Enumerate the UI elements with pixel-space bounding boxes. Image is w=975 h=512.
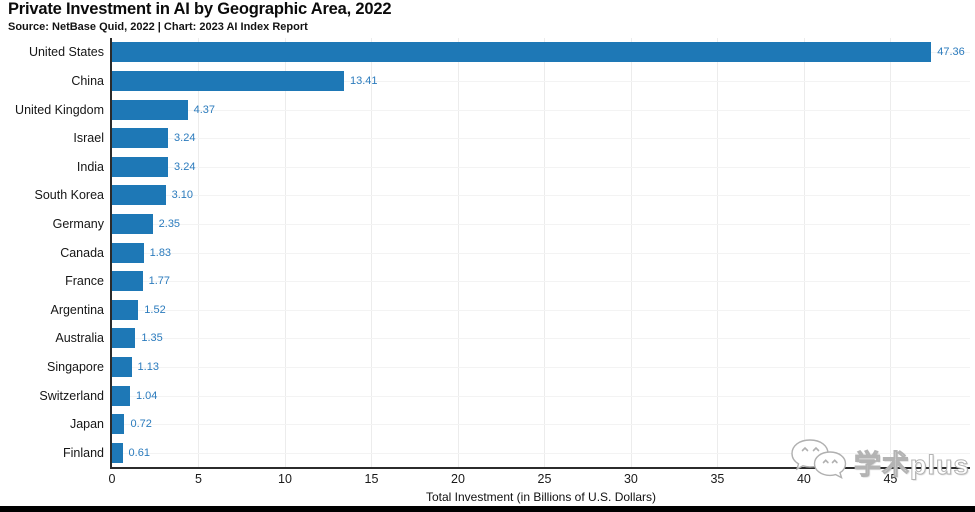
x-tick-label: 30 xyxy=(623,472,638,486)
horizontal-gridline xyxy=(112,252,970,254)
bar xyxy=(112,128,169,149)
horizontal-gridline xyxy=(112,338,970,340)
bar xyxy=(112,271,143,292)
bar xyxy=(112,213,153,234)
chart-source-caption: Source: NetBase Quid, 2022 | Chart: 2023… xyxy=(8,21,308,33)
horizontal-gridline xyxy=(112,281,970,283)
bar-value-label: 47.36 xyxy=(937,46,965,59)
bar-value-label: 0.61 xyxy=(128,446,150,459)
bar xyxy=(112,442,123,463)
category-label: Japan xyxy=(69,417,104,432)
x-axis-line xyxy=(110,467,970,469)
horizontal-gridline xyxy=(112,109,970,111)
bar xyxy=(112,414,125,435)
bar-value-label: 1.77 xyxy=(148,275,171,288)
horizontal-gridline xyxy=(112,195,970,197)
bottom-black-strip xyxy=(0,506,975,512)
horizontal-gridline xyxy=(112,166,970,168)
bar xyxy=(112,356,132,377)
category-label: Switzerland xyxy=(39,388,104,403)
bar-value-label: 1.83 xyxy=(149,246,172,259)
bar-value-label: 2.35 xyxy=(158,217,181,230)
x-tick-label: 35 xyxy=(710,472,725,486)
bar-value-label: 4.37 xyxy=(193,103,216,116)
horizontal-gridline xyxy=(112,223,970,225)
bar-value-label: 3.24 xyxy=(174,132,196,145)
horizontal-gridline xyxy=(112,138,970,140)
bar-value-label: 1.52 xyxy=(144,303,166,316)
category-label: Australia xyxy=(55,331,104,346)
bar xyxy=(112,328,136,349)
x-tick-label: 5 xyxy=(195,472,202,486)
y-axis-line xyxy=(110,38,112,468)
bar xyxy=(112,156,169,177)
horizontal-gridline xyxy=(112,452,970,454)
category-label: India xyxy=(76,159,104,174)
bar-value-label: 13.41 xyxy=(349,74,378,87)
x-tick-label: 0 xyxy=(108,472,116,486)
bar-value-label: 1.13 xyxy=(137,360,159,373)
category-label: Argentina xyxy=(50,302,104,317)
bar xyxy=(112,185,166,206)
bar xyxy=(112,42,932,63)
bar xyxy=(112,242,144,263)
category-label: Finland xyxy=(63,445,104,460)
bar-value-label: 0.72 xyxy=(130,418,152,431)
x-axis-ticks: 0 5 10 15 20 25 30 35 40 45 xyxy=(0,472,975,488)
bar-value-label: 1.04 xyxy=(135,389,158,402)
bar-value-label: 3.10 xyxy=(171,189,194,202)
bar xyxy=(112,70,344,91)
horizontal-gridline xyxy=(112,309,970,311)
category-label: Singapore xyxy=(47,359,104,374)
category-label: China xyxy=(71,73,104,88)
x-tick-label: 45 xyxy=(883,472,898,486)
bar-value-label: 3.24 xyxy=(174,160,196,173)
horizontal-gridline xyxy=(112,395,970,397)
watermark-text: 学术plus xyxy=(854,449,970,480)
bar-value-label: 1.35 xyxy=(141,332,163,345)
x-tick-label: 20 xyxy=(451,472,465,486)
horizontal-gridline xyxy=(112,366,970,368)
page-title: Private Investment in AI by Geographic A… xyxy=(8,0,392,18)
bar xyxy=(112,299,139,320)
category-label: United Kingdom xyxy=(15,102,104,117)
category-label: United States xyxy=(28,45,104,60)
category-label: South Korea xyxy=(34,188,105,203)
horizontal-gridline xyxy=(112,424,970,426)
category-label: France xyxy=(65,274,104,289)
wechat-chat-bubbles-icon xyxy=(791,439,847,479)
category-label: Israel xyxy=(73,131,104,146)
x-tick-label: 10 xyxy=(278,472,292,486)
x-tick-label: 25 xyxy=(537,472,552,486)
horizontal-gridline xyxy=(112,80,970,82)
category-label: Canada xyxy=(60,245,104,260)
x-tick-label: 40 xyxy=(796,472,811,486)
bar xyxy=(112,385,130,406)
bar-chart: United States 47.36 China 13.41 United Kingd… xyxy=(0,38,975,469)
category-label: Germany xyxy=(52,216,104,231)
x-axis-title: Total Investment (in Billions of U.S. Do… xyxy=(425,490,657,504)
x-tick-label: 15 xyxy=(364,472,379,486)
watermark: 学术plus xyxy=(788,436,970,488)
bar xyxy=(112,99,188,120)
